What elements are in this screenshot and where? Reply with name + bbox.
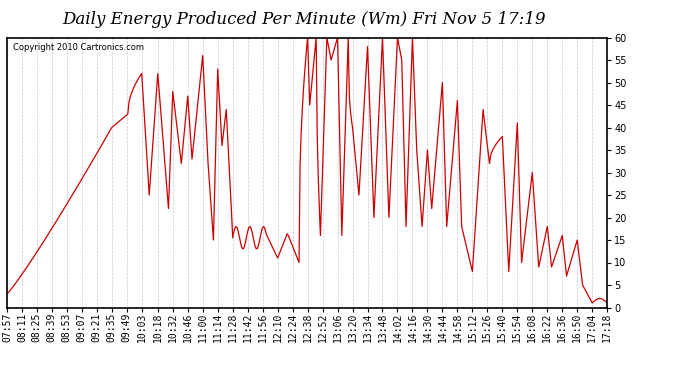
Text: Copyright 2010 Cartronics.com: Copyright 2010 Cartronics.com: [13, 43, 144, 52]
Text: Daily Energy Produced Per Minute (Wm) Fri Nov 5 17:19: Daily Energy Produced Per Minute (Wm) Fr…: [62, 11, 545, 28]
